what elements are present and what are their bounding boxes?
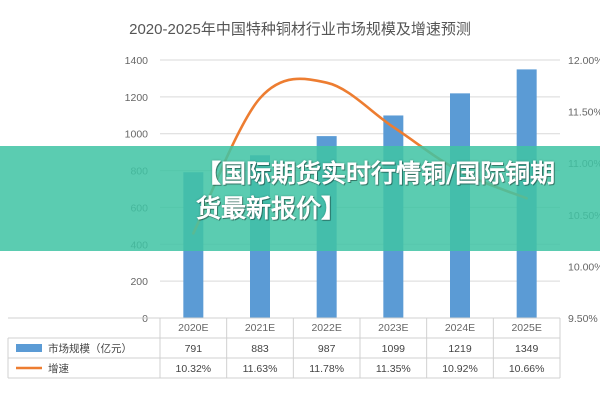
x-tick-label: 2021E — [245, 322, 275, 334]
y2-tick-label: 11.50% — [568, 107, 600, 119]
table-cell: 10.32% — [176, 363, 212, 375]
table-cell: 11.78% — [309, 363, 344, 375]
table-cell: 10.66% — [509, 363, 545, 375]
legend-label: 增速 — [48, 362, 69, 375]
x-tick-label: 2025E — [511, 322, 541, 334]
y-tick-label: 1400 — [125, 55, 149, 67]
y2-tick-label: 12.00% — [568, 55, 600, 67]
legend-swatch-bar — [16, 344, 42, 352]
table-cell: 11.63% — [243, 363, 278, 375]
y-tick-label: 200 — [130, 276, 148, 288]
y-tick-label: 1200 — [125, 92, 149, 104]
y2-tick-label: 10.00% — [568, 261, 600, 273]
table-cell: 791 — [185, 343, 203, 355]
x-tick-label: 2023E — [378, 322, 408, 334]
y2-tick-label: 9.50% — [568, 313, 598, 325]
y-tick-label: 1000 — [125, 129, 149, 141]
x-tick-label: 2020E — [178, 322, 208, 334]
x-tick-label: 2024E — [445, 322, 475, 334]
table-cell: 11.35% — [376, 363, 411, 375]
banner-text: 【国际期货实时行情铜/国际铜期货最新报价】 — [196, 159, 556, 223]
table-cell: 883 — [251, 343, 269, 355]
table-cell: 1219 — [448, 343, 472, 355]
overlay-banner: 【国际期货实时行情铜/国际铜期货最新报价】 — [0, 146, 600, 251]
data-table: 2020E 2021E 2022E 2023E 2024E 2025E 市场规模（亿元） 79… — [7, 317, 561, 379]
y-tick-label: 0 — [142, 313, 148, 325]
table-cell: 1349 — [515, 343, 539, 355]
table-cell: 987 — [318, 343, 336, 355]
table-cell: 10.92% — [442, 363, 478, 375]
legend-label: 市场规模（亿元） — [48, 342, 132, 355]
chart-title: 2020-2025年中国特种铜材行业市场规模及增速预测 — [129, 21, 471, 38]
table-cell: 1099 — [382, 343, 406, 355]
x-tick-label: 2022E — [311, 322, 341, 334]
